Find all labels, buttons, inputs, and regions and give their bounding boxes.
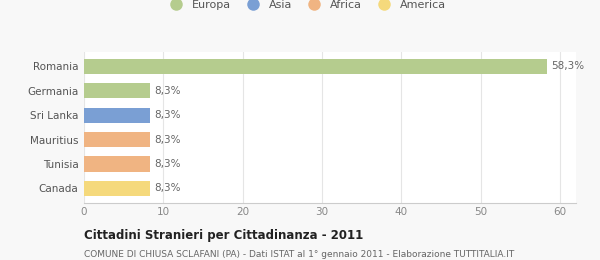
Text: 58,3%: 58,3% [551,61,584,72]
Bar [84,83,150,98]
Text: 8,3%: 8,3% [155,110,181,120]
Legend: Europa, Asia, Africa, America: Europa, Asia, Africa, America [165,0,446,10]
Text: 8,3%: 8,3% [155,183,181,193]
Bar [84,132,150,147]
Bar [84,59,547,74]
Text: 8,3%: 8,3% [155,135,181,145]
Text: Cittadini Stranieri per Cittadinanza - 2011: Cittadini Stranieri per Cittadinanza - 2… [84,229,363,242]
Text: 8,3%: 8,3% [155,159,181,169]
Bar [84,108,150,123]
Text: 8,3%: 8,3% [155,86,181,96]
Bar [84,181,150,196]
Text: COMUNE DI CHIUSA SCLAFANI (PA) - Dati ISTAT al 1° gennaio 2011 - Elaborazione TU: COMUNE DI CHIUSA SCLAFANI (PA) - Dati IS… [84,250,514,259]
Bar [84,157,150,172]
